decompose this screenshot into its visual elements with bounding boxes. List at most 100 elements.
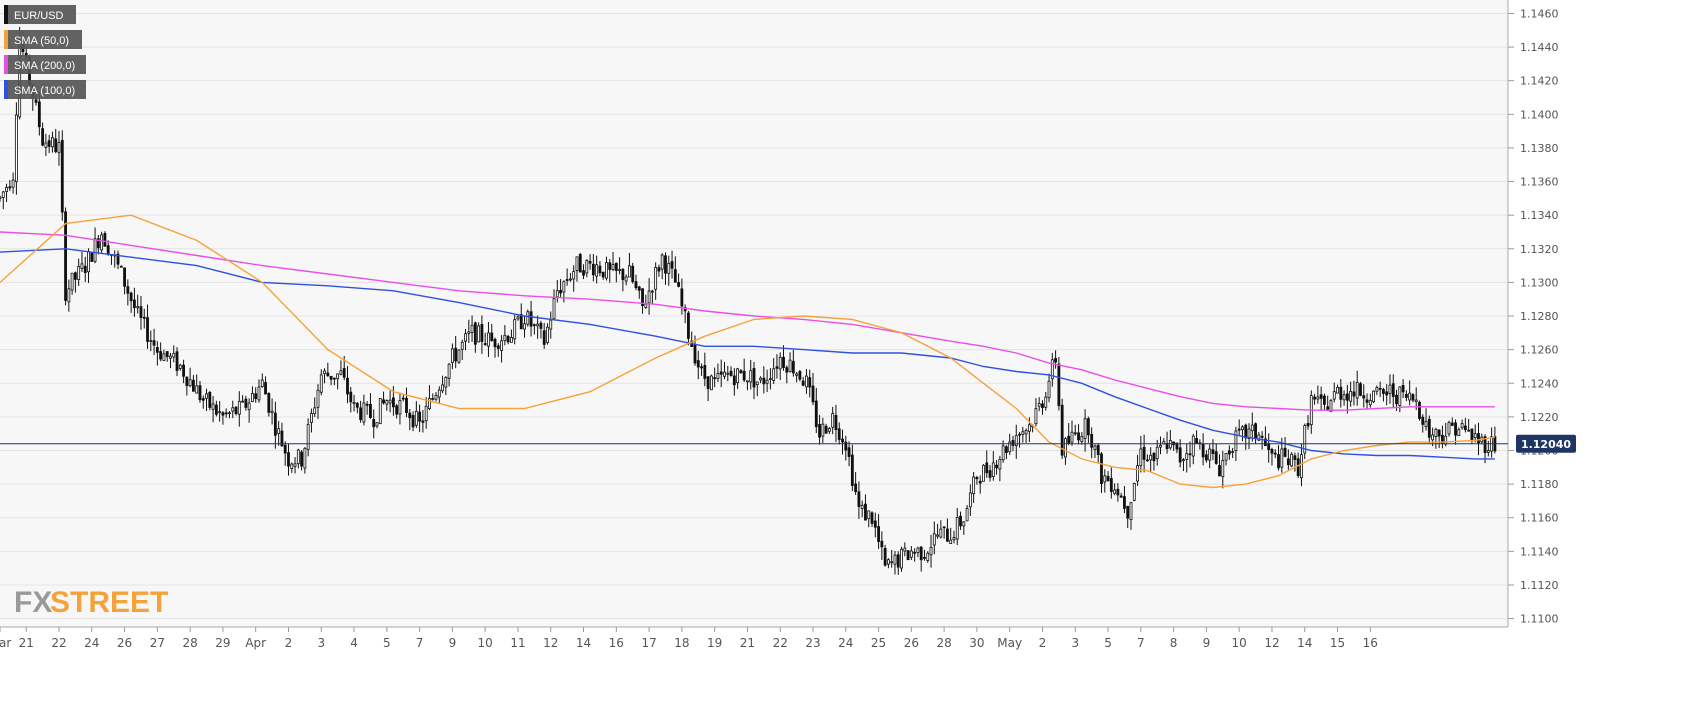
candle-body[interactable] — [67, 288, 71, 303]
candle-body[interactable] — [1342, 394, 1346, 401]
candle-body[interactable] — [778, 356, 782, 370]
candle-body[interactable] — [559, 289, 562, 294]
candle-body[interactable] — [886, 559, 890, 565]
candle-body[interactable] — [985, 462, 989, 474]
candle-body[interactable] — [460, 341, 464, 350]
candle-body[interactable] — [247, 402, 251, 411]
candle-body[interactable] — [103, 233, 107, 247]
candle-body[interactable] — [83, 265, 87, 273]
candle-body[interactable] — [14, 114, 18, 183]
candle-body[interactable] — [867, 510, 871, 520]
candle-body[interactable] — [968, 492, 972, 508]
candle-body[interactable] — [1188, 453, 1192, 456]
candle-body[interactable] — [1100, 453, 1103, 485]
candle-body[interactable] — [611, 263, 615, 270]
candle-body[interactable] — [1211, 449, 1215, 454]
candle-body[interactable] — [801, 380, 805, 386]
candle-body[interactable] — [1244, 424, 1248, 439]
candle-body[interactable] — [283, 444, 287, 454]
candle-body[interactable] — [664, 255, 667, 274]
candle-body[interactable] — [506, 335, 510, 343]
candle-body[interactable] — [1136, 465, 1139, 482]
candle-body[interactable] — [850, 454, 854, 486]
candle-body[interactable] — [1077, 432, 1080, 441]
candle-body[interactable] — [388, 399, 392, 404]
candle-body[interactable] — [431, 398, 435, 400]
candle-body[interactable] — [211, 403, 215, 410]
candle-body[interactable] — [155, 347, 159, 353]
candle-body[interactable] — [441, 384, 444, 392]
candle-body[interactable] — [185, 376, 189, 386]
candle-body[interactable] — [1159, 444, 1162, 448]
candle-body[interactable] — [1027, 424, 1031, 432]
candle-body[interactable] — [1457, 429, 1461, 437]
candle-body[interactable] — [569, 278, 572, 281]
candle-body[interactable] — [490, 332, 494, 341]
candle-body[interactable] — [1303, 425, 1307, 454]
candle-body[interactable] — [306, 424, 310, 450]
candle-body[interactable] — [942, 526, 946, 529]
candle-body[interactable] — [1463, 425, 1467, 430]
candle-body[interactable] — [457, 349, 461, 363]
candle-body[interactable] — [1204, 454, 1208, 461]
candle-body[interactable] — [929, 547, 933, 556]
candle-body[interactable] — [1011, 440, 1015, 446]
candle-body[interactable] — [1185, 453, 1189, 460]
candle-body[interactable] — [1119, 495, 1123, 498]
candle-body[interactable] — [1254, 423, 1257, 439]
candle-body[interactable] — [503, 334, 507, 341]
candle-body[interactable] — [991, 462, 995, 477]
candle-body[interactable] — [100, 234, 104, 251]
candle-body[interactable] — [621, 269, 625, 280]
candle-body[interactable] — [1283, 447, 1287, 457]
candle-body[interactable] — [857, 491, 861, 507]
candle-body[interactable] — [808, 377, 812, 388]
candle-body[interactable] — [47, 140, 51, 147]
candle-body[interactable] — [1093, 445, 1097, 450]
candle-body[interactable] — [821, 423, 825, 437]
candle-body[interactable] — [1414, 399, 1418, 403]
candle-body[interactable] — [1057, 363, 1061, 406]
candle-body[interactable] — [70, 272, 74, 291]
candle-body[interactable] — [93, 238, 97, 262]
candle-body[interactable] — [873, 520, 877, 528]
candle-body[interactable] — [995, 464, 999, 469]
candle-body[interactable] — [139, 306, 143, 318]
candle-body[interactable] — [890, 561, 894, 564]
candle-body[interactable] — [132, 299, 136, 309]
candle-body[interactable] — [998, 458, 1002, 470]
candle-body[interactable] — [582, 270, 585, 276]
candle-body[interactable] — [414, 410, 418, 426]
candle-body[interactable] — [1375, 387, 1379, 392]
candle-body[interactable] — [972, 476, 976, 495]
candle-body[interactable] — [1382, 389, 1385, 394]
candle-body[interactable] — [932, 533, 936, 546]
candle-body[interactable] — [1008, 441, 1012, 453]
candle-body[interactable] — [1401, 385, 1405, 393]
candle-body[interactable] — [1280, 448, 1284, 468]
candle-body[interactable] — [188, 379, 192, 387]
candle-body[interactable] — [411, 415, 415, 428]
candle-body[interactable] — [408, 412, 412, 419]
candle-body[interactable] — [742, 370, 746, 381]
candle-body[interactable] — [736, 368, 740, 384]
candle-body[interactable] — [116, 253, 120, 265]
candle-body[interactable] — [192, 379, 195, 392]
candle-body[interactable] — [841, 438, 844, 443]
candle-body[interactable] — [152, 340, 156, 346]
candle-body[interactable] — [552, 298, 556, 320]
candle-body[interactable] — [791, 360, 795, 374]
candle-body[interactable] — [342, 368, 346, 378]
candle-body[interactable] — [1431, 434, 1435, 441]
candle-body[interactable] — [542, 330, 546, 345]
candle-body[interactable] — [1221, 460, 1225, 477]
candle-body[interactable] — [978, 480, 982, 484]
candle-body[interactable] — [398, 400, 402, 415]
candle-body[interactable] — [1227, 450, 1231, 455]
candle-body[interactable] — [1064, 438, 1067, 458]
candle-body[interactable] — [1149, 454, 1153, 461]
candle-body[interactable] — [1355, 381, 1359, 399]
candle-body[interactable] — [487, 332, 490, 347]
candle-body[interactable] — [1155, 446, 1159, 460]
candle-body[interactable] — [765, 379, 769, 384]
